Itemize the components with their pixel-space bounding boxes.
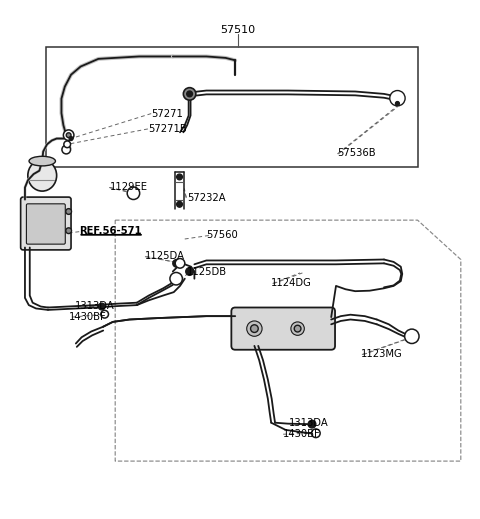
Circle shape	[251, 325, 258, 333]
Circle shape	[308, 420, 316, 428]
Circle shape	[173, 260, 180, 267]
Circle shape	[312, 429, 320, 438]
Circle shape	[177, 201, 182, 207]
Circle shape	[390, 90, 405, 106]
Circle shape	[69, 136, 73, 141]
Circle shape	[101, 310, 108, 318]
Circle shape	[187, 91, 192, 97]
Text: 57271: 57271	[152, 108, 183, 118]
Circle shape	[127, 187, 140, 199]
Circle shape	[405, 329, 419, 344]
Circle shape	[291, 322, 304, 335]
Circle shape	[407, 332, 417, 341]
Circle shape	[63, 130, 74, 141]
Circle shape	[392, 92, 403, 104]
Circle shape	[396, 102, 399, 105]
FancyBboxPatch shape	[26, 204, 65, 244]
Circle shape	[170, 272, 182, 285]
Ellipse shape	[29, 156, 55, 166]
Circle shape	[129, 189, 138, 198]
Text: 1124DG: 1124DG	[271, 278, 312, 288]
Text: 1125DA: 1125DA	[145, 251, 185, 261]
Text: 57510: 57510	[220, 25, 255, 35]
FancyBboxPatch shape	[231, 307, 335, 350]
Text: 57271B: 57271B	[148, 125, 187, 134]
Circle shape	[172, 275, 180, 283]
Text: REF.56-571: REF.56-571	[79, 226, 141, 236]
FancyBboxPatch shape	[21, 197, 71, 250]
Circle shape	[177, 174, 182, 180]
Circle shape	[183, 88, 196, 100]
Circle shape	[247, 321, 262, 336]
Text: 1313DA: 1313DA	[289, 418, 329, 428]
Circle shape	[294, 325, 301, 332]
Circle shape	[66, 133, 71, 138]
Circle shape	[62, 145, 71, 154]
Text: 1123MG: 1123MG	[361, 349, 403, 359]
Text: 57560: 57560	[206, 230, 238, 240]
Circle shape	[66, 209, 72, 214]
Text: 57232A: 57232A	[187, 193, 226, 203]
Bar	[46, 47, 418, 167]
Text: 1430BF: 1430BF	[69, 311, 107, 322]
Ellipse shape	[28, 160, 57, 191]
Circle shape	[66, 228, 72, 234]
Circle shape	[64, 141, 71, 148]
Text: 1129EE: 1129EE	[109, 182, 147, 192]
Text: 57536B: 57536B	[337, 148, 375, 158]
Circle shape	[98, 303, 105, 310]
Text: 1313DA: 1313DA	[74, 301, 114, 310]
Text: 1125DB: 1125DB	[187, 267, 228, 278]
Text: 1430BF: 1430BF	[283, 429, 321, 439]
Circle shape	[186, 268, 193, 276]
Circle shape	[175, 258, 185, 268]
